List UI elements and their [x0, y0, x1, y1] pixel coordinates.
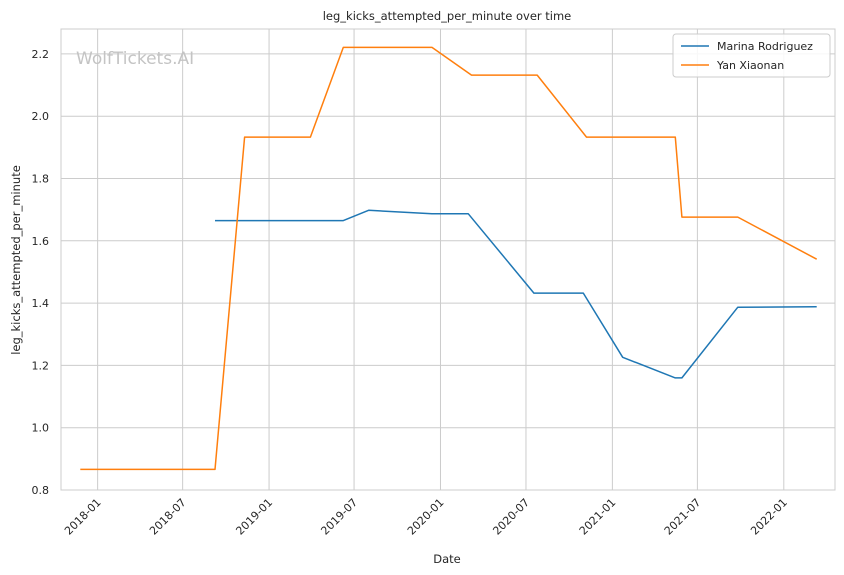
plot-frame — [60, 28, 836, 491]
y-tick-label: 1.0 — [32, 422, 50, 435]
legend: Marina Rodriguez Yan Xiaonan — [672, 33, 831, 78]
y-tick-label: 1.2 — [32, 359, 50, 372]
plot-area — [60, 28, 836, 491]
series-lines — [80, 46, 818, 471]
chart-title: leg_kicks_attempted_per_minute over time — [323, 9, 572, 23]
y-tick-label: 1.6 — [32, 235, 50, 248]
x-axis-title: Date — [433, 552, 461, 566]
legend-label: Yan Xiaonan — [716, 59, 784, 72]
watermark-text: WolfTickets.AI — [76, 49, 194, 69]
y-tick-label: 0.8 — [32, 484, 50, 497]
y-tick-label: 1.4 — [32, 297, 50, 310]
y-tick-label: 2.2 — [32, 48, 50, 61]
y-axis-ticks: 0.8 1.0 1.2 1.4 1.6 1.8 2.0 2.2 — [32, 48, 50, 497]
y-tick-label: 2.0 — [32, 110, 50, 123]
grid-lines — [61, 29, 835, 491]
legend-label: Marina Rodriguez — [717, 40, 813, 53]
series-line — [80, 46, 818, 471]
legend-box — [672, 33, 831, 78]
y-tick-label: 1.8 — [32, 173, 50, 186]
y-axis-title: leg_kicks_attempted_per_minute — [9, 165, 23, 355]
series-line — [215, 209, 817, 379]
